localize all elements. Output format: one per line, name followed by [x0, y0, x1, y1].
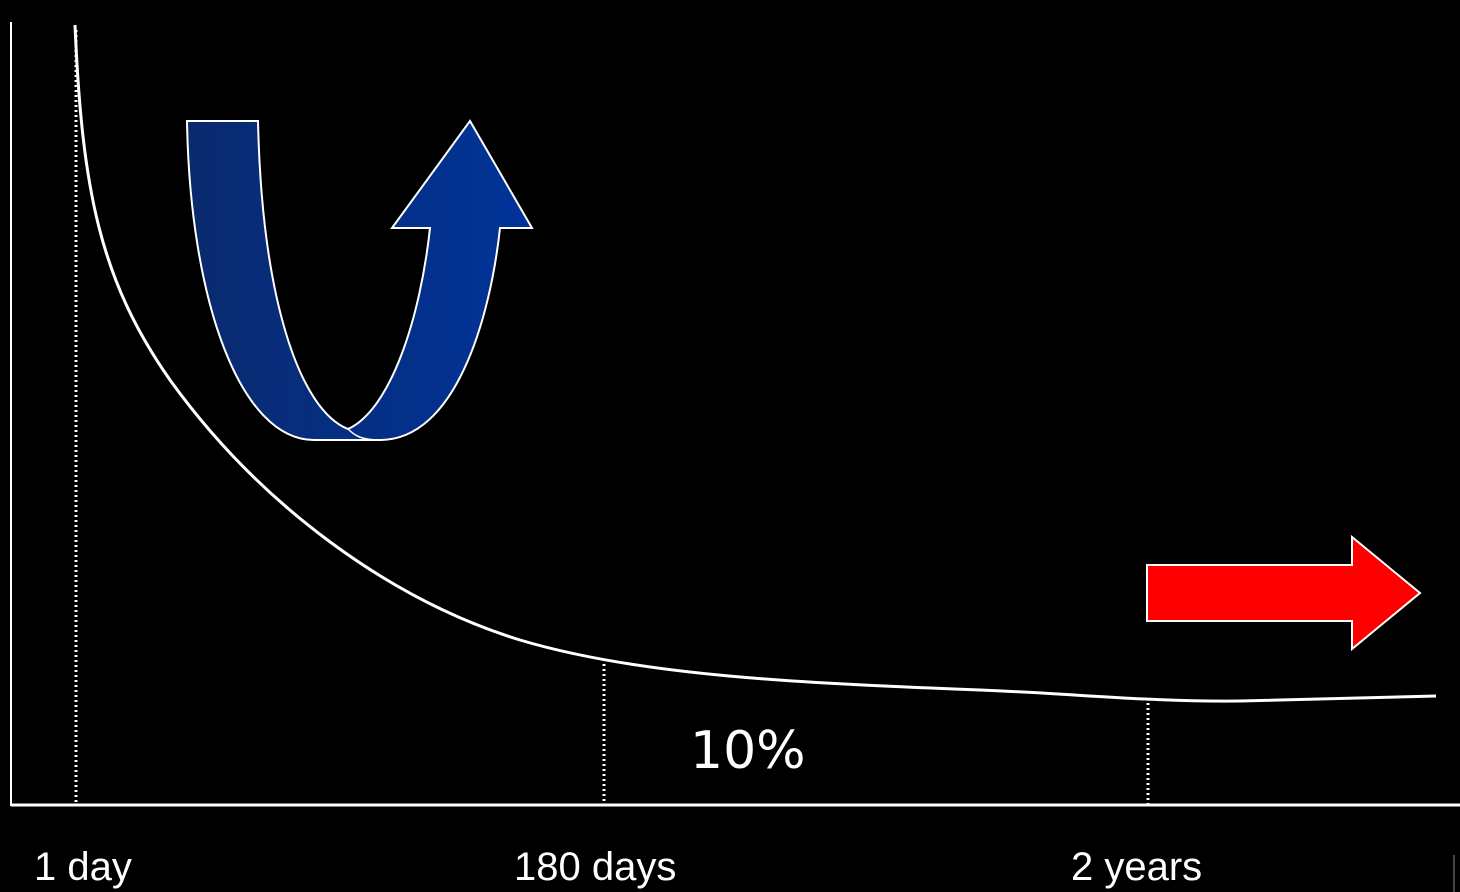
u-turn-arrow-fold	[347, 428, 381, 441]
x-tick-label-2-years: 2 years	[1071, 845, 1202, 889]
u-turn-arrow	[185, 119, 534, 441]
right-arrow	[1146, 534, 1422, 652]
decay-curve-line	[73, 24, 1437, 703]
x-tick-label-180-days: 180 days	[514, 845, 676, 889]
x-tick-label-1-day: 1 day	[34, 845, 132, 889]
annotation-10-percent: 10%	[690, 721, 806, 781]
